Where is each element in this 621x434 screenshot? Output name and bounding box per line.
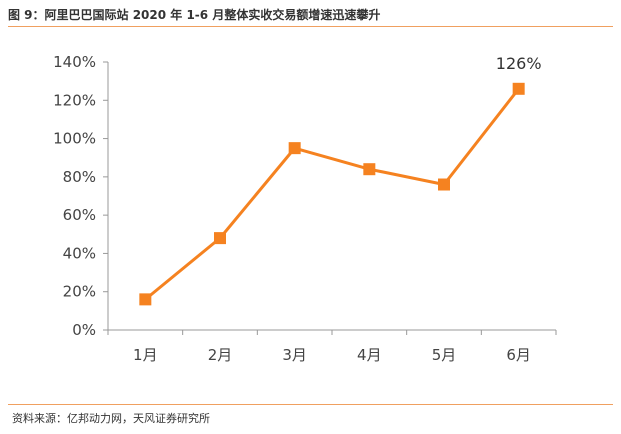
chart-axes [103, 61, 557, 335]
x-tick-label: 5月 [432, 346, 457, 364]
data-point [214, 232, 226, 245]
x-tick-label: 6月 [506, 346, 531, 364]
series-layer [139, 82, 525, 306]
y-tick-label: 40% [63, 244, 96, 262]
y-tick-label: 120% [53, 91, 96, 109]
line-chart: 0%20%40%60%80%100%120%140% 1月 2月 3月 4月 5月 6月 … [53, 53, 557, 364]
data-point [288, 142, 301, 155]
x-tick-label: 2月 [208, 346, 233, 364]
figure-title: 图 9：阿里巴巴国际站 2020 年 1-6 月整体实收交易额增速迅速攀升 [8, 8, 381, 22]
data-point [139, 293, 152, 306]
data-point [438, 178, 450, 191]
data-point [363, 163, 376, 176]
x-tick-label: 3月 [282, 346, 307, 364]
footer-divider [8, 404, 613, 405]
y-tick-label: 100% [53, 130, 96, 148]
x-tick-label: 4月 [357, 346, 382, 364]
y-tick-label: 0% [72, 321, 96, 339]
data-point [512, 82, 525, 95]
y-tick-label: 80% [63, 168, 96, 186]
data-label: 126% [496, 54, 542, 73]
y-tick-label: 60% [63, 206, 96, 224]
x-axis-tick-labels: 1月 2月 3月 4月 5月 6月 [133, 346, 531, 364]
source-note: 资料来源：亿邦动力网，天风证券研究所 [12, 412, 210, 425]
data-label-layer: 126% [496, 54, 542, 73]
series-line [144, 87, 520, 301]
x-tick-label: 1月 [133, 346, 158, 364]
y-axis-tick-labels: 0% 20% 40% 60% 80% 100% 120% 140% [53, 53, 96, 339]
y-tick-label: 20% [63, 283, 96, 301]
y-tick-label: 140% [53, 53, 96, 71]
title-divider [8, 26, 613, 27]
